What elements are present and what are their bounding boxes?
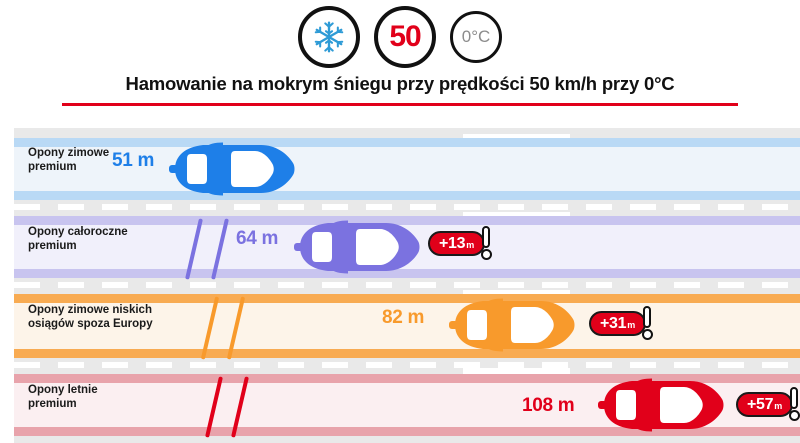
- road-left-margin: [0, 128, 14, 443]
- lane-label-summer-premium: Opony letnie premium: [28, 384, 98, 410]
- delta-value: +13: [439, 234, 466, 252]
- speed-badge: 50: [374, 6, 436, 68]
- temperature-badge: 0°C: [450, 11, 502, 63]
- lane-winter-premium: [0, 138, 800, 200]
- title-block: Hamowanie na mokrym śniegu przy prędkośc…: [0, 73, 800, 106]
- lane-fill: [14, 147, 800, 191]
- lane-stripe-bottom: [14, 349, 800, 358]
- distance-summer-premium: 108 m: [522, 395, 575, 416]
- title-underline: [62, 103, 738, 106]
- delta-value: +57: [747, 395, 774, 413]
- snowflake-badge: [298, 6, 360, 68]
- distance-allseason-premium: 64 m: [236, 228, 279, 249]
- car-winter-lowperf-noneu: [443, 296, 577, 354]
- lane-break-marks: [198, 374, 264, 438]
- lane-stripe-bottom: [14, 269, 800, 278]
- delta-pill: +13 m: [428, 230, 486, 256]
- delta-unit: m: [627, 319, 636, 330]
- header-badges: 50 0°C: [0, 4, 800, 70]
- lane-stripe-bottom: [14, 191, 800, 200]
- temperature-value: 0°C: [461, 27, 491, 46]
- lane-label-allseason-premium: Opony całoroczne premium: [28, 226, 128, 252]
- lane-break-marks: [178, 216, 244, 280]
- car-allseason-premium: [288, 218, 422, 276]
- distance-winter-lowperf-noneu: 82 m: [382, 307, 425, 328]
- delta-pill: +31 m: [589, 310, 647, 336]
- lane-break-marks: [194, 294, 260, 360]
- exclamation-icon: [788, 387, 800, 421]
- delta-summer-premium: +57 m: [736, 387, 800, 421]
- delta-pill: +57 m: [736, 391, 794, 417]
- snowflake-icon: [314, 21, 344, 53]
- exclamation-icon: [480, 226, 493, 260]
- lane-stripe-top: [14, 138, 800, 147]
- lane-stripe-top: [14, 374, 800, 383]
- speed-value: 50: [389, 20, 421, 53]
- lane-fill: [14, 303, 800, 349]
- lane-divider-3: [14, 362, 800, 368]
- lane-stripe-top: [14, 294, 800, 303]
- lane-winter-lowperf-noneu: [0, 294, 800, 360]
- lane-stripe-bottom: [14, 427, 800, 436]
- road-surface: Opony zimowe premium 51 m Opony całorocz…: [0, 128, 800, 443]
- exclamation-icon: [641, 306, 654, 340]
- delta-unit: m: [466, 239, 475, 250]
- lane-label-winter-lowperf-noneu: Opony zimowe niskich osiągów spoza Europ…: [28, 304, 153, 330]
- delta-unit: m: [774, 400, 783, 411]
- car-winter-premium: [163, 140, 297, 198]
- lane-divider-1: [14, 204, 800, 210]
- delta-value: +31: [600, 314, 627, 332]
- delta-winter-lowperf-noneu: +31 m: [589, 306, 654, 340]
- car-summer-premium: [592, 376, 726, 434]
- lane-stripe-top: [14, 216, 800, 225]
- distance-winter-premium: 51 m: [112, 150, 155, 171]
- lane-label-winter-premium: Opony zimowe premium: [28, 147, 110, 173]
- lane-divider-2: [14, 282, 800, 288]
- delta-allseason-premium: +13 m: [428, 226, 493, 260]
- page-title: Hamowanie na mokrym śniegu przy prędkośc…: [125, 73, 675, 94]
